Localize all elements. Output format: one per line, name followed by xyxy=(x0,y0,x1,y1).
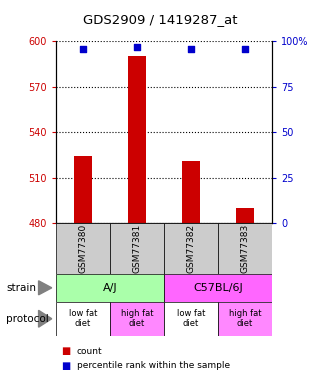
Text: GDS2909 / 1419287_at: GDS2909 / 1419287_at xyxy=(83,13,237,26)
Bar xyxy=(128,56,147,223)
Text: high fat
diet: high fat diet xyxy=(121,309,153,328)
Bar xyxy=(110,302,164,336)
Text: percentile rank within the sample: percentile rank within the sample xyxy=(77,361,230,370)
Point xyxy=(188,45,194,51)
Bar xyxy=(236,208,254,223)
Text: GSM77381: GSM77381 xyxy=(132,224,141,273)
Bar xyxy=(164,302,218,336)
Text: protocol: protocol xyxy=(6,314,49,324)
Text: high fat
diet: high fat diet xyxy=(229,309,261,328)
Text: C57BL/6J: C57BL/6J xyxy=(193,283,243,293)
Bar xyxy=(218,302,272,336)
Polygon shape xyxy=(39,310,52,327)
Point xyxy=(134,44,140,50)
Text: A/J: A/J xyxy=(103,283,117,293)
Point xyxy=(243,45,248,51)
Bar xyxy=(164,223,218,274)
Polygon shape xyxy=(39,281,52,295)
Bar xyxy=(56,223,110,274)
Bar xyxy=(56,302,110,336)
Text: GSM77383: GSM77383 xyxy=(241,224,250,273)
Text: ■: ■ xyxy=(61,346,70,356)
Text: low fat
diet: low fat diet xyxy=(69,309,97,328)
Text: GSM77382: GSM77382 xyxy=(187,224,196,273)
Bar xyxy=(164,274,272,302)
Text: strain: strain xyxy=(6,283,36,293)
Bar xyxy=(181,161,200,223)
Bar xyxy=(218,223,272,274)
Bar xyxy=(56,274,164,302)
Text: GSM77380: GSM77380 xyxy=(78,224,87,273)
Text: low fat
diet: low fat diet xyxy=(177,309,205,328)
Text: ■: ■ xyxy=(61,361,70,370)
Text: count: count xyxy=(77,347,102,356)
Bar xyxy=(110,223,164,274)
Point xyxy=(80,45,85,51)
Bar xyxy=(74,156,92,223)
